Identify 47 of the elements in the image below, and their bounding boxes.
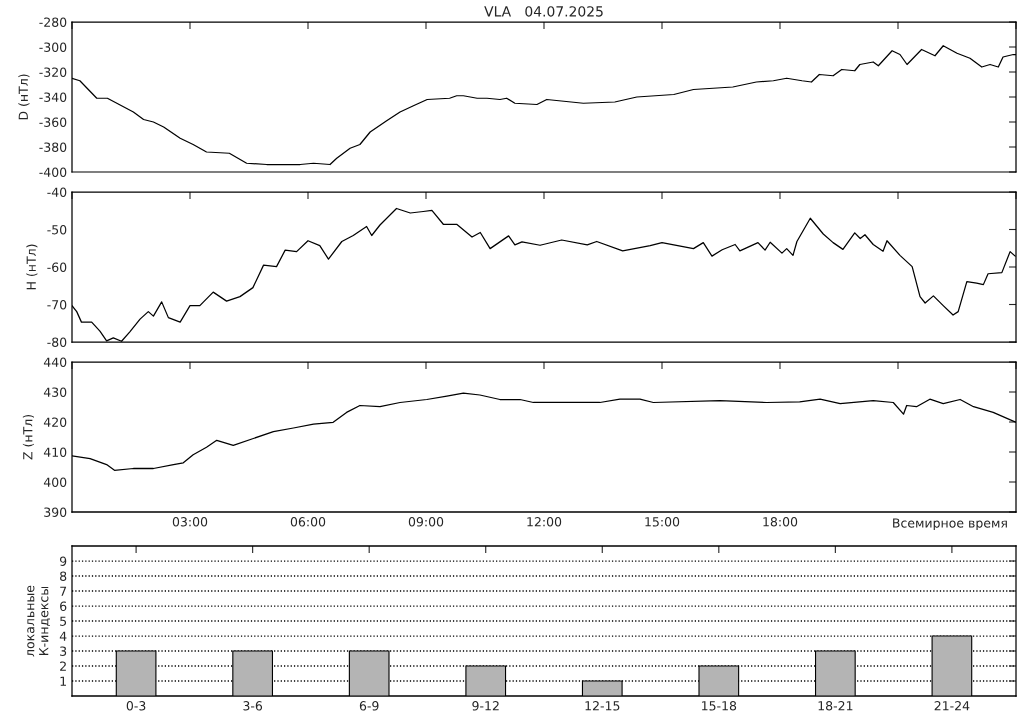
x-tick-label: 06:00 (290, 517, 326, 527)
y-tick-label: 7 (60, 586, 67, 596)
x-tick-label: 09:00 (408, 517, 444, 527)
y-tick-label: -280 (39, 17, 67, 27)
x-tick-label: 3-6 (243, 701, 263, 711)
x-tick-label: 12:00 (527, 517, 562, 527)
y-tick-label: -60 (47, 262, 67, 272)
x-tick-label: 18:00 (763, 517, 798, 527)
y-tick-label: -70 (47, 299, 67, 310)
y-tick-label: -340 (39, 92, 67, 102)
y-tick-label: 440 (43, 357, 67, 367)
x-tick-label: 15-18 (702, 701, 737, 711)
x-tick-label: 0-3 (126, 701, 146, 711)
y-tick-label: -360 (39, 117, 67, 127)
y-axis-title: Z (нТл) (22, 415, 34, 460)
y-tick-label: 4 (59, 631, 67, 641)
x-tick-label: 03:00 (172, 517, 208, 527)
y-tick-label: 2 (60, 661, 66, 671)
y-tick-label: -40 (47, 187, 67, 197)
y-tick-label: -380 (39, 142, 67, 152)
y-tick-label: 5 (60, 616, 67, 626)
y-tick-label: -300 (39, 42, 67, 52)
y-tick-label: -80 (47, 337, 67, 347)
x-tick-label: 6-9 (359, 701, 379, 711)
y-tick-label: 8 (60, 571, 67, 581)
x-axis-title: Всемирное время (893, 518, 1007, 531)
y-tick-label: 390 (44, 507, 67, 517)
x-tick-label: 18-21 (818, 701, 853, 711)
y-tick-label: 420 (43, 417, 67, 427)
y-axis-title: D (нТл) (18, 74, 30, 120)
y-tick-label: 410 (43, 447, 67, 457)
y-tick-label: 9 (59, 556, 67, 566)
y-tick-label: -50 (47, 224, 67, 235)
x-tick-label: 9-12 (472, 701, 499, 711)
chart-title: VLA 04.07.2025 (484, 6, 603, 17)
y-tick-label: -320 (39, 67, 67, 77)
x-tick-label: 15:00 (645, 517, 680, 527)
x-tick-label: 12-15 (585, 701, 620, 711)
y-tick-label: -400 (39, 167, 67, 177)
y-axis-title: H (нТл) (26, 244, 38, 290)
x-tick-label: 21-24 (934, 701, 970, 711)
y-tick-label: 400 (43, 477, 67, 487)
y-tick-label: 430 (43, 387, 67, 397)
y-tick-label: 1 (60, 676, 66, 686)
y-axis-title: локальные К-индексы (27, 585, 50, 657)
y-tick-label: 6 (60, 601, 67, 611)
y-tick-label: 3 (60, 646, 67, 656)
